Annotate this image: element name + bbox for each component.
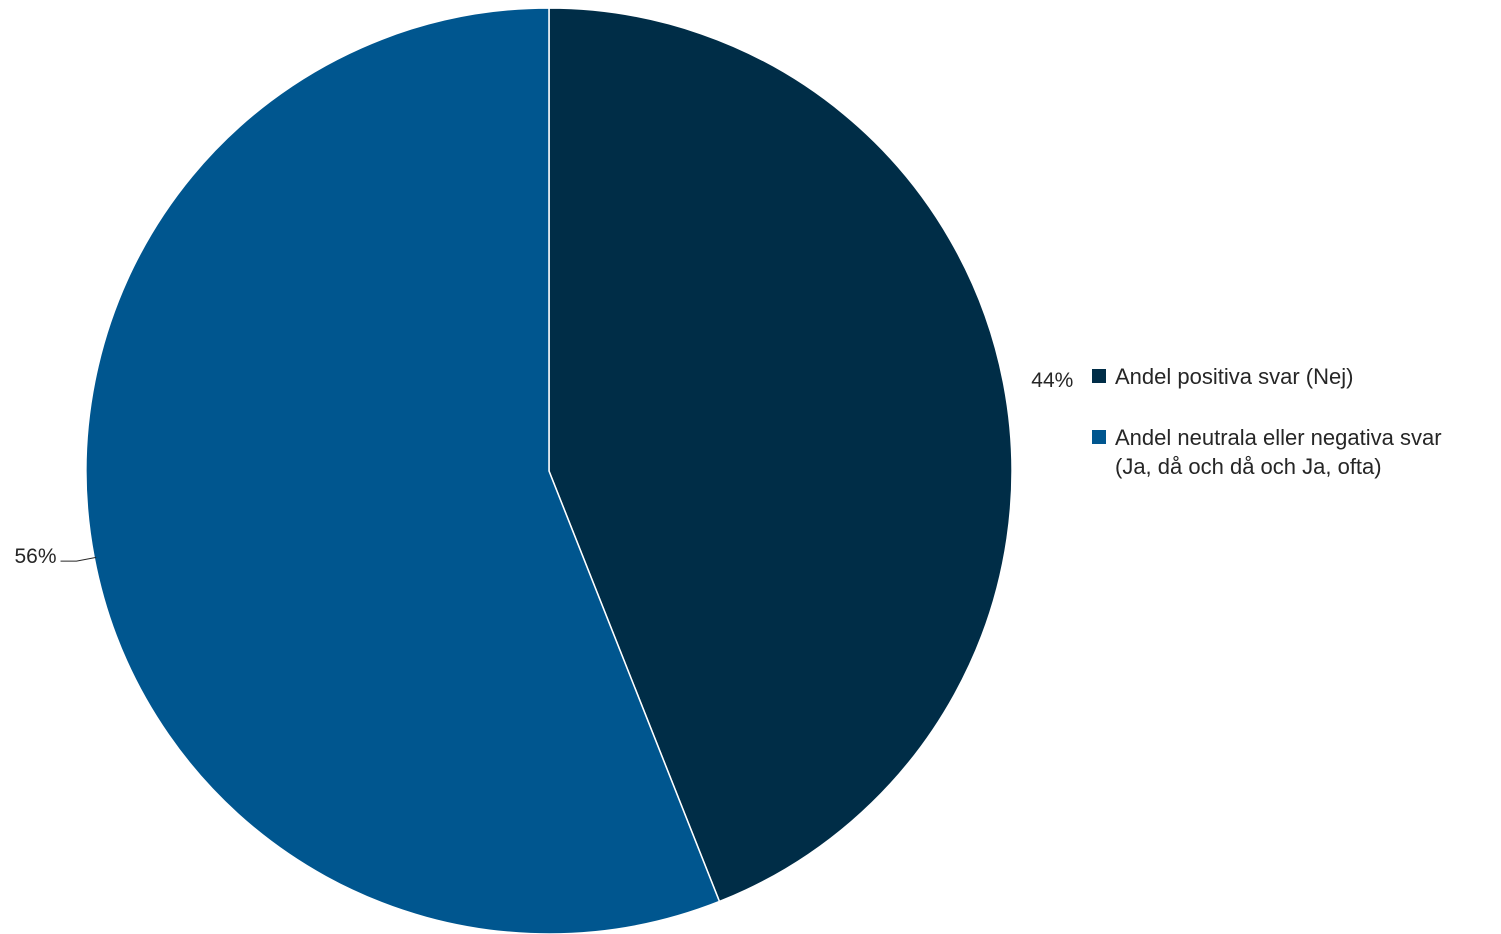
legend-swatch-neutral-negative (1092, 430, 1106, 444)
legend-item-positive: Andel positiva svar (Nej) (1092, 362, 1497, 391)
legend: Andel positiva svar (Nej) Andel neutrala… (1092, 362, 1497, 513)
pie-data-labels: 44% 56% (14, 369, 1073, 568)
data-label-1: 56% (14, 545, 56, 568)
legend-label-neutral-negative: Andel neutrala eller negativa svar (Ja, … (1115, 425, 1442, 479)
pie-slice-0 (548, 7, 1013, 903)
data-label-0: 44% (1031, 369, 1073, 392)
legend-label-positive: Andel positiva svar (Nej) (1115, 364, 1354, 389)
leader-line-1 (60, 556, 97, 562)
pie-slices (85, 7, 1013, 934)
legend-item-neutral-negative: Andel neutrala eller negativa svar (Ja, … (1092, 423, 1497, 481)
legend-swatch-positive (1092, 369, 1106, 383)
